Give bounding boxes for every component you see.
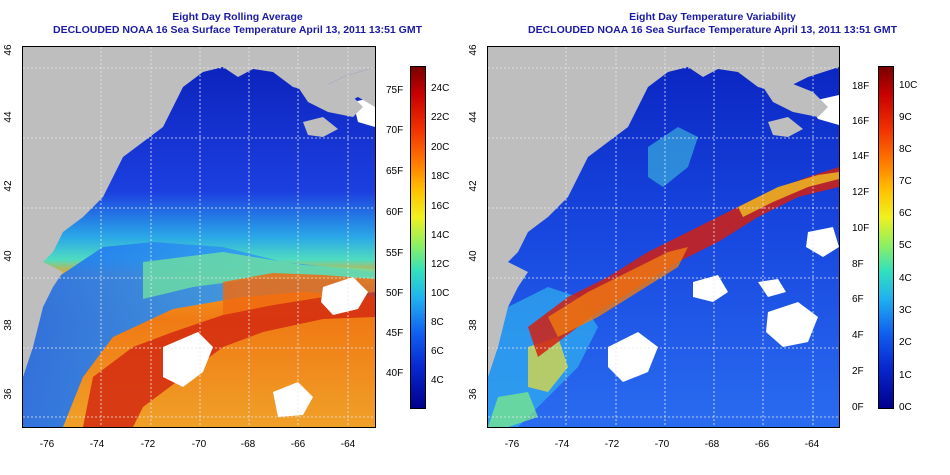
- left-colorbar-c-label: 12C: [431, 259, 450, 270]
- right-colorbar-c-label: 0C: [899, 402, 912, 413]
- right-colorbar-f-label: 0F: [852, 402, 864, 413]
- left-map-subtitle: DECLOUDED NOAA 16 Sea Surface Temperatur…: [53, 24, 422, 36]
- right-colorbar-c-label: 9C: [899, 112, 912, 123]
- left-x-tick: -74: [89, 439, 105, 450]
- left-y-tick: 38: [3, 319, 14, 331]
- right-colorbar-f-label: 12F: [852, 187, 870, 198]
- right-colorbar-f-label: 6F: [852, 294, 864, 305]
- right-colorbar-c-label: 2C: [899, 337, 912, 348]
- right-y-tick: 42: [468, 180, 479, 192]
- left-x-tick: -70: [191, 439, 207, 450]
- left-colorbar-c-label: 16C: [431, 201, 450, 212]
- left-colorbar-c-label: 18C: [431, 171, 450, 182]
- right-colorbar-c-label: 1C: [899, 370, 912, 381]
- right-colorbar-c-label: 7C: [899, 176, 912, 187]
- right-y-tick: 36: [468, 388, 479, 400]
- right-x-tick: -72: [604, 439, 620, 450]
- left-map-title: Eight Day Rolling Average: [172, 11, 303, 23]
- right-colorbar-f-label: 8F: [852, 259, 864, 270]
- left-x-tick: -72: [140, 439, 156, 450]
- left-colorbar-f-label: 70F: [386, 125, 404, 136]
- left-sst-map: [22, 46, 376, 428]
- right-colorbar-f-label: 4F: [852, 330, 864, 341]
- right-colorbar-f-label: 2F: [852, 366, 864, 377]
- left-colorbar-c-label: 4C: [431, 375, 444, 386]
- right-colorbar-f-label: 16F: [852, 116, 870, 127]
- left-x-tick: -64: [340, 439, 356, 450]
- left-y-tick: 44: [3, 111, 14, 123]
- right-colorbar-f-label: 14F: [852, 151, 870, 162]
- left-x-tick: -66: [290, 439, 306, 450]
- right-x-tick: -68: [704, 439, 720, 450]
- left-colorbar-f-label: 45F: [386, 328, 404, 339]
- left-colorbar-c-label: 6C: [431, 346, 444, 357]
- right-colorbar-c-label: 6C: [899, 208, 912, 219]
- right-colorbar-c-label: 8C: [899, 144, 912, 155]
- left-y-tick: 46: [3, 44, 14, 56]
- left-colorbar-f-label: 50F: [386, 288, 404, 299]
- left-colorbar: [410, 66, 426, 409]
- right-colorbar-c-label: 4C: [899, 273, 912, 284]
- left-y-tick: 42: [3, 180, 14, 192]
- left-colorbar-f-label: 55F: [386, 248, 404, 259]
- right-map-panel: Eight Day Temperature Variability DECLOU…: [468, 0, 950, 475]
- right-colorbar: [878, 66, 894, 409]
- left-map-panel: Eight Day Rolling Average DECLOUDED NOAA…: [3, 11, 450, 450]
- left-colorbar-f-label: 65F: [386, 166, 404, 177]
- left-colorbar-c-label: 8C: [431, 317, 444, 328]
- right-colorbar-f-label: 18F: [852, 81, 870, 92]
- left-colorbar-c-label: 22C: [431, 112, 450, 123]
- right-map-title: Eight Day Temperature Variability: [629, 11, 796, 23]
- left-colorbar-c-label: 14C: [431, 230, 450, 241]
- right-x-tick: -70: [654, 439, 670, 450]
- right-map-subtitle: DECLOUDED NOAA 16 Sea Surface Temperatur…: [528, 24, 897, 36]
- left-colorbar-c-label: 20C: [431, 142, 450, 153]
- right-colorbar-c-label: 3C: [899, 305, 912, 316]
- right-y-tick: 38: [468, 319, 479, 331]
- right-x-tick: -76: [504, 439, 520, 450]
- right-variability-map: [487, 46, 840, 428]
- left-colorbar-f-label: 60F: [386, 207, 404, 218]
- left-colorbar-c-label: 24C: [431, 83, 450, 94]
- right-x-tick: -74: [554, 439, 570, 450]
- left-y-tick: 36: [3, 388, 14, 400]
- right-colorbar-c-label: 10C: [899, 80, 918, 91]
- left-y-tick: 40: [3, 250, 14, 262]
- left-x-tick: -76: [39, 439, 55, 450]
- right-colorbar-c-label: 5C: [899, 240, 912, 251]
- right-x-tick: -66: [754, 439, 770, 450]
- left-colorbar-c-label: 10C: [431, 288, 450, 299]
- left-colorbar-f-label: 75F: [386, 85, 404, 96]
- right-x-tick: -64: [804, 439, 820, 450]
- left-x-tick: -68: [240, 439, 256, 450]
- right-y-tick: 46: [468, 44, 479, 56]
- right-colorbar-f-label: 10F: [852, 223, 870, 234]
- left-colorbar-f-label: 40F: [386, 368, 404, 379]
- right-y-tick: 44: [468, 111, 479, 123]
- right-y-tick: 40: [468, 250, 479, 262]
